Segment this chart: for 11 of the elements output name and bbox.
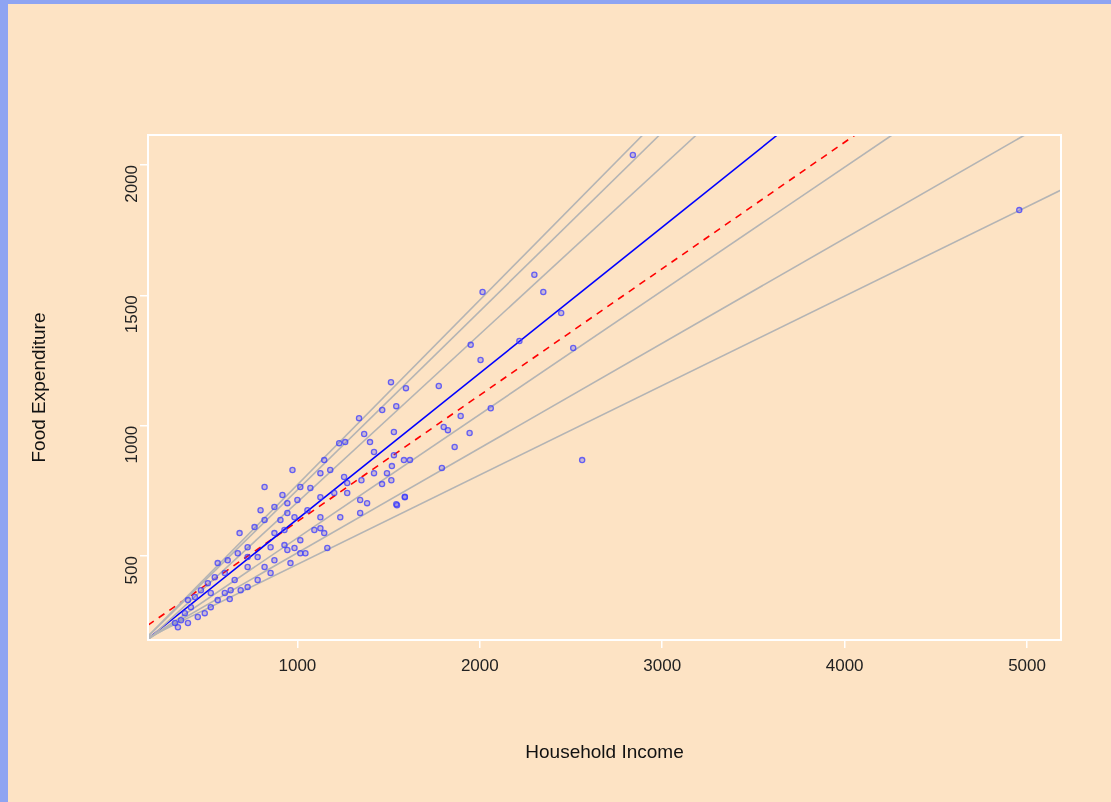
y-tick-label: 1000 xyxy=(121,425,141,464)
y-axis-title: Food Expenditure xyxy=(27,312,49,463)
y-tick-label: 500 xyxy=(121,556,141,585)
x-tick-label: 1000 xyxy=(278,655,317,675)
x-axis-title: Household Income xyxy=(525,740,684,762)
y-tick-label: 2000 xyxy=(121,164,141,203)
x-tick-label: 5000 xyxy=(1008,655,1046,675)
x-tick-label: 3000 xyxy=(643,655,682,675)
x-tick-label: 4000 xyxy=(825,655,864,675)
x-tick-label: 2000 xyxy=(460,655,499,675)
y-tick-label: 1500 xyxy=(121,295,141,334)
